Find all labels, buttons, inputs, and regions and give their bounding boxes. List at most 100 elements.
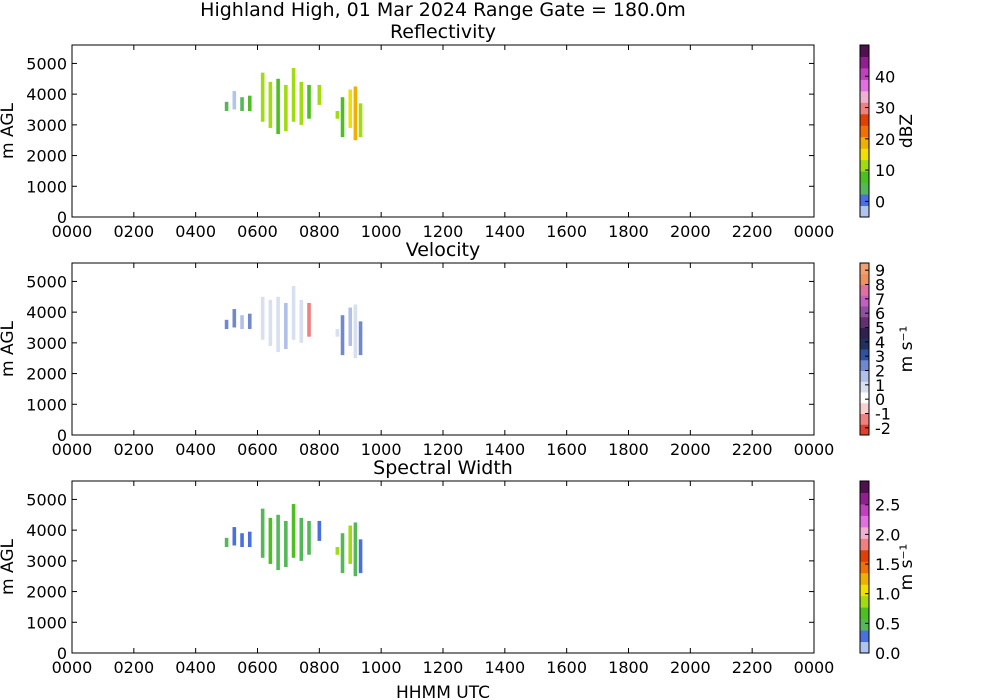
y-axis-label: m AGL: [0, 539, 18, 595]
x-tick-label: 0000: [794, 440, 835, 459]
colorbar-tick-label: 2.5: [875, 496, 900, 515]
x-tick-label: 1200: [423, 222, 464, 241]
echo-column: [284, 302, 288, 349]
x-tick-label: 2000: [670, 440, 711, 459]
y-tick-label: 0: [57, 644, 67, 663]
echo-column: [291, 286, 296, 340]
y-tick-label: 5000: [26, 490, 67, 509]
echo-column: [260, 296, 265, 340]
x-tick-label: 2000: [670, 222, 711, 241]
x-tick-label: 1800: [608, 658, 649, 677]
colorbar-tick-label: 0.0: [875, 644, 900, 663]
colorbar-segment: [860, 306, 869, 318]
colorbar-segment: [860, 538, 869, 551]
colorbar-segment: [860, 338, 869, 350]
echo-column: [299, 517, 304, 561]
y-tick-label: 2000: [26, 147, 67, 166]
echo-column: [307, 520, 311, 555]
figure-suptitle: Highland High, 01 Mar 2024 Range Gate = …: [200, 0, 686, 21]
x-tick-label: 0800: [299, 440, 340, 459]
x-tick-label: 1000: [361, 222, 402, 241]
echo-column: [224, 537, 229, 548]
echo-column: [335, 329, 340, 337]
colorbar: 0 10 20 30 40 dBZ: [859, 44, 917, 218]
echo-column: [307, 84, 311, 119]
x-tick-label: 0200: [113, 222, 154, 241]
colorbar-segment: [860, 171, 869, 184]
colorbar-segment: [860, 182, 869, 195]
x-tick-label: 0600: [237, 658, 278, 677]
x-tick-label: 1000: [361, 658, 402, 677]
x-tick-label: 1600: [546, 658, 587, 677]
echo-column: [247, 313, 252, 330]
x-tick-label: 2200: [732, 658, 773, 677]
echo-column: [240, 97, 244, 112]
colorbar-tick-label: 3: [875, 347, 885, 366]
y-tick-label: 1000: [26, 395, 67, 414]
echo-column: [353, 86, 358, 141]
x-tick-label: 1800: [608, 440, 649, 459]
colorbar-frame: [859, 480, 870, 654]
y-tick-label: 3000: [26, 334, 67, 353]
colorbar-segment: [860, 136, 869, 149]
plot-frame: [71, 262, 815, 436]
y-tick-label: 0: [57, 426, 67, 445]
echo-column: [260, 508, 265, 558]
echo-column: [284, 520, 288, 567]
colorbar-segment: [860, 492, 869, 505]
colorbar-segment: [860, 481, 869, 493]
x-tick-label: 0000: [794, 658, 835, 677]
colorbar-segment: [860, 327, 869, 339]
echo-column: [232, 309, 237, 328]
colorbar-frame: [859, 262, 870, 436]
colorbar-segment: [860, 370, 869, 382]
colorbar-tick-label: 5: [875, 319, 885, 338]
echo-column: [291, 504, 296, 558]
colorbar-segment: [860, 56, 869, 69]
echo-column: [240, 315, 244, 330]
colorbar-segment: [860, 159, 869, 172]
colorbar-tick-label: 7: [875, 290, 885, 309]
x-tick-label: 2200: [732, 222, 773, 241]
echo-layer: [224, 286, 363, 359]
colorbar-segment: [860, 113, 869, 126]
colorbar-segment: [860, 515, 869, 528]
echo-column: [232, 527, 237, 546]
x-tick-label: 0600: [237, 222, 278, 241]
colorbar-segment: [860, 90, 869, 103]
echo-column: [224, 101, 229, 112]
echo-column: [358, 321, 363, 356]
echo-column: [299, 81, 304, 125]
colorbar-frame: [859, 44, 870, 218]
colorbar-tick-label: 6: [875, 304, 885, 323]
x-tick-label: 1000: [361, 440, 402, 459]
colorbar-tick-label: 30: [875, 99, 895, 118]
echo-column: [247, 531, 252, 548]
echo-column: [317, 520, 322, 541]
echo-column: [276, 296, 280, 353]
colorbar-segment: [860, 607, 869, 620]
colorbar-segment: [860, 349, 869, 361]
echo-column: [291, 68, 296, 122]
echo-column: [240, 533, 244, 548]
x-tick-label: 0200: [113, 440, 154, 459]
echo-column: [348, 89, 353, 128]
panel-title: Velocity: [406, 239, 481, 261]
colorbar-tick-label: 1: [875, 376, 885, 395]
x-tick-label: 0400: [175, 440, 216, 459]
echo-column: [358, 103, 363, 138]
colorbar-segment: [860, 263, 869, 275]
x-tick-label: 1400: [484, 440, 525, 459]
echo-column: [340, 97, 345, 138]
echo-column: [299, 299, 304, 343]
colorbar-segment: [860, 392, 869, 404]
echo-column: [307, 302, 311, 337]
echo-column: [340, 533, 345, 574]
colorbar-segment: [860, 503, 869, 516]
echo-column: [268, 517, 273, 564]
colorbar-segment: [860, 641, 869, 654]
x-tick-label: 0600: [237, 440, 278, 459]
y-tick-label: 2000: [26, 583, 67, 602]
colorbar-segment: [860, 618, 869, 631]
colorbar-segment: [860, 381, 869, 393]
